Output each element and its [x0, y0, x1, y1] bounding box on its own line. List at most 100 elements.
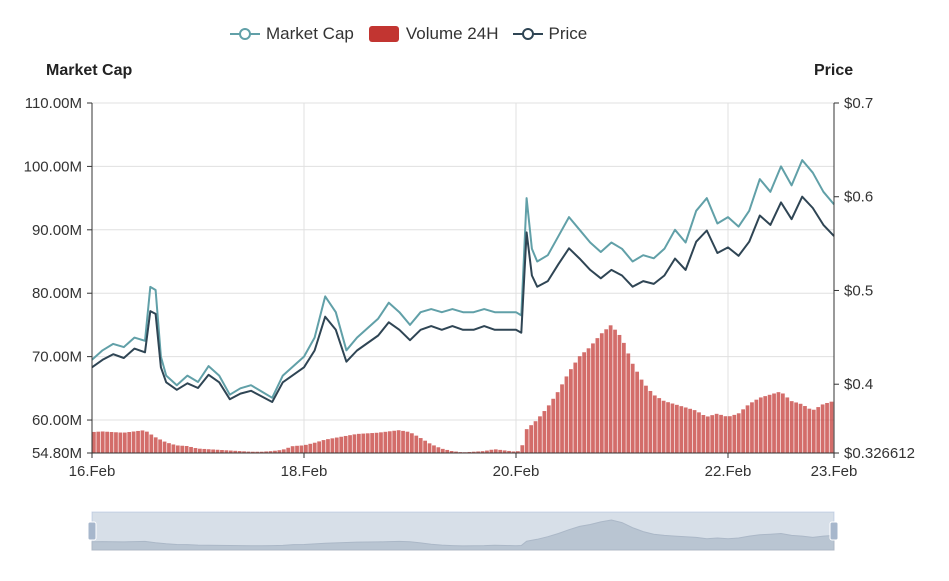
right-axis-tick-label: $0.7 [844, 95, 873, 112]
volume-bar [317, 441, 322, 453]
volume-bar [811, 409, 816, 453]
volume-bar [440, 448, 445, 453]
volume-bar [396, 430, 401, 453]
x-axis-tick-label: 20.Feb [493, 463, 540, 480]
volume-bar [140, 430, 145, 453]
volume-bar [785, 397, 790, 453]
volume-bar [432, 445, 436, 453]
volume-bar [401, 430, 405, 453]
volume-bar [330, 438, 335, 453]
volume-bar [798, 403, 803, 453]
volume-bar [92, 431, 96, 453]
volume-bar [136, 430, 140, 453]
volume-bar [304, 444, 308, 453]
zoom-selected-range[interactable] [92, 512, 834, 550]
volume-bar [772, 393, 776, 453]
volume-bar [312, 442, 317, 453]
legend-item-market-cap[interactable]: Market Cap [230, 24, 354, 44]
zoom-handle-right[interactable] [829, 521, 839, 541]
volume-bar [803, 406, 807, 453]
volume-bar [555, 392, 560, 453]
volume-bar [348, 435, 352, 453]
volume-bar [96, 431, 101, 453]
volume-bar [635, 371, 640, 453]
volume-bar [286, 447, 291, 453]
volume-bar [255, 451, 260, 453]
volume-bar [763, 396, 768, 453]
left-axis-tick-label: 110.00M [25, 95, 82, 112]
volume-bar [153, 437, 158, 453]
volume-bar [648, 390, 653, 453]
volume-bar [268, 451, 273, 453]
volume-bar [211, 449, 216, 453]
volume-bar [224, 450, 229, 453]
volume-bar [202, 448, 207, 453]
volume-bar [264, 451, 269, 453]
left-axis-tick-label: 60.00M [32, 412, 82, 429]
volume-bar [352, 434, 357, 453]
volume-bar [392, 430, 397, 453]
volume-bar [507, 450, 511, 453]
volume-bars [92, 325, 834, 453]
volume-bar [604, 329, 609, 453]
volume-bar [542, 411, 547, 453]
volume-bar [162, 441, 167, 453]
volume-bar [361, 433, 366, 453]
axes: 54.80M 60.00M 70.00M 80.00M 90.00M 100.00M 110… [24, 95, 915, 480]
volume-bar [387, 431, 392, 453]
volume-bar [454, 451, 458, 453]
series-lines [91, 159, 835, 403]
left-axis-name: Market Cap [46, 62, 133, 79]
volume-bar [489, 449, 494, 453]
volume-bar [127, 432, 132, 453]
volume-bar [564, 376, 569, 453]
legend-item-volume[interactable]: Volume 24H [368, 24, 499, 44]
volume-bar [114, 432, 118, 453]
left-axis-tick-label: 70.00M [32, 349, 82, 366]
x-axis-tick-label: 23.Feb [811, 463, 858, 480]
volume-bar [171, 444, 176, 453]
grid-lines [91, 102, 835, 454]
volume-bar [666, 402, 670, 453]
volume-bar [122, 432, 127, 453]
volume-bar [299, 445, 304, 453]
volume-bar [180, 445, 185, 453]
volume-bar [807, 408, 812, 453]
volume-bar [617, 334, 622, 453]
volume-bar [626, 353, 631, 453]
volume-bar [644, 385, 648, 453]
left-axis-tick-label: 80.00M [32, 285, 82, 302]
volume-bar [215, 449, 220, 453]
x-axis-tick-label: 22.Feb [705, 463, 752, 480]
volume-bar [639, 379, 644, 453]
volume-bar [573, 362, 578, 453]
volume-bar [591, 343, 595, 453]
volume-bar [145, 431, 149, 453]
volume-bar [767, 394, 772, 453]
right-axis-tick-label: $0.5 [844, 282, 873, 299]
zoom-handle-left[interactable] [87, 521, 97, 541]
volume-bar [193, 448, 198, 453]
volume-bar [158, 439, 163, 453]
volume-bar [719, 414, 723, 453]
volume-bar [198, 448, 202, 453]
volume-bar [675, 404, 679, 453]
market-cap-legend-icon [230, 28, 260, 40]
volume-bar [524, 429, 529, 453]
volume-bar [595, 338, 600, 453]
volume-bar [370, 433, 375, 453]
zoom-slider[interactable] [87, 511, 839, 551]
volume-bar [701, 415, 706, 453]
volume-bar [374, 432, 379, 453]
volume-bar [383, 431, 388, 453]
volume-bar [281, 449, 286, 453]
volume-bar [705, 416, 710, 453]
volume-bar [529, 425, 534, 453]
zoom-preview-area [91, 519, 835, 551]
left-axis-tick-label: 100.00M [24, 158, 82, 175]
volume-bar [175, 445, 180, 453]
legend-item-price[interactable]: Price [512, 24, 587, 44]
volume-bar [679, 406, 684, 453]
volume-bar [476, 451, 481, 453]
